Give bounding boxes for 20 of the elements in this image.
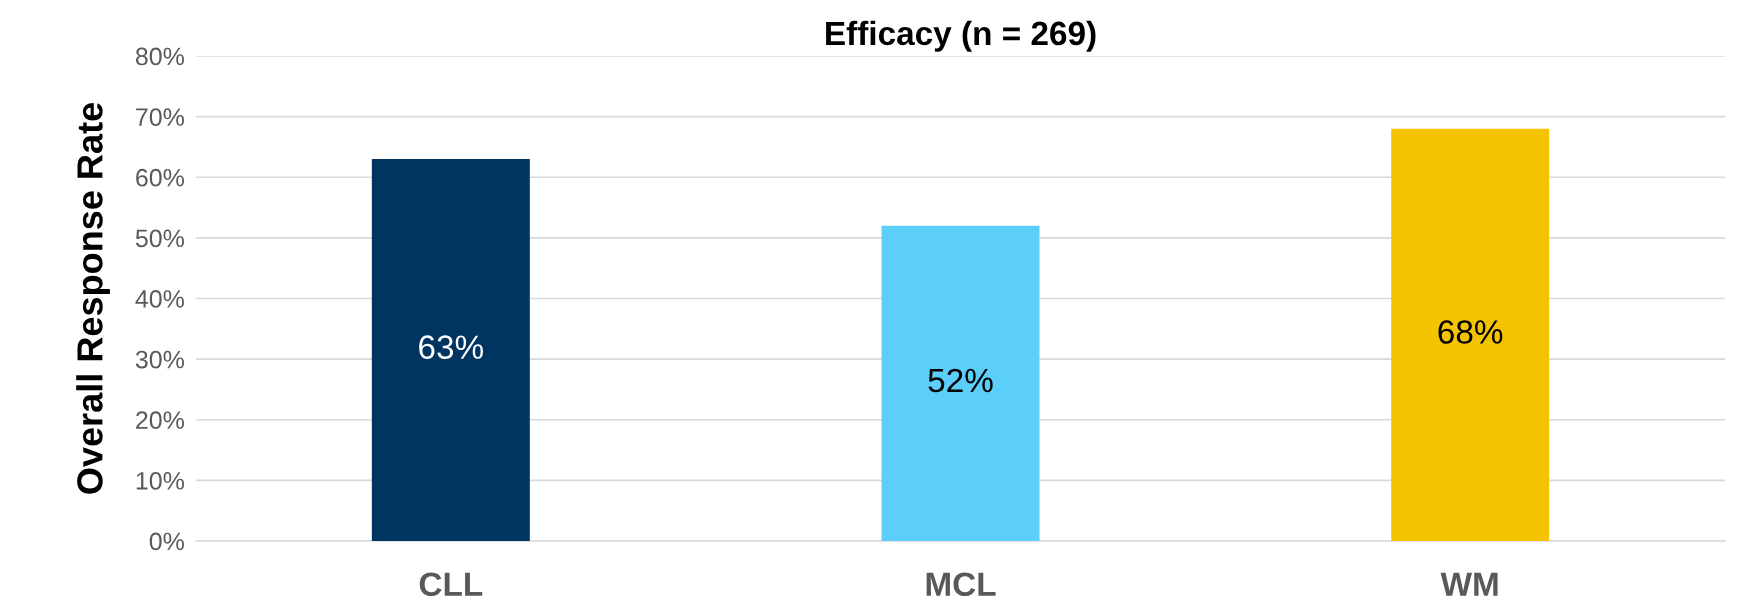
y-tick-label: 70%: [136, 108, 184, 126]
y-tick-label: 0%: [149, 532, 184, 551]
y-axis-title: Overall Response Rate: [76, 103, 110, 494]
y-tick-label: 30%: [135, 350, 184, 369]
y-tick-label: 40%: [135, 290, 184, 308]
chart-title: Efficacy (n = 269): [826, 20, 1096, 52]
x-tick-label: WM: [1440, 572, 1498, 596]
x-tick-label: MCL: [926, 572, 996, 597]
bar: [1391, 128, 1550, 541]
y-tick-label: 50%: [135, 229, 184, 248]
data-label: 63%: [419, 335, 484, 359]
y-tick-label: 20%: [136, 411, 184, 430]
x-tick-label: CLL: [419, 572, 483, 597]
bar: [371, 159, 530, 541]
y-tick-label: 80%: [135, 47, 184, 66]
data-label: 68%: [1438, 320, 1503, 344]
bar: [881, 225, 1040, 541]
y-tick-label: 10%: [136, 471, 184, 490]
data-label: 52%: [928, 368, 993, 393]
y-tick-label: 60%: [136, 168, 184, 187]
